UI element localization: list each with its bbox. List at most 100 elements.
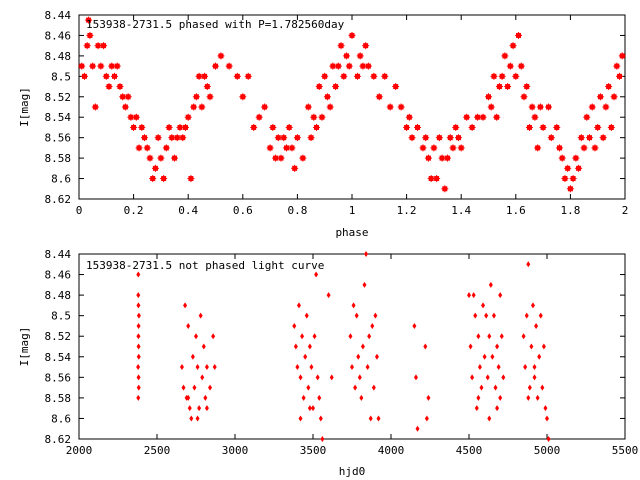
y-tick-label: 8.56 [45,132,72,145]
data-point [477,364,482,371]
data-point [320,436,325,442]
y-tick-label: 8.52 [45,91,72,104]
data-point [348,333,353,340]
data-point [309,364,314,371]
data-point [495,343,500,350]
data-point [296,302,301,309]
data-point [183,302,188,309]
data-point [490,353,495,360]
x-tick-label: 0.2 [124,204,144,217]
data-point [204,364,209,371]
data-point [318,415,323,422]
data-point [201,343,206,350]
data-point [501,374,506,381]
x-tick-label: 0.8 [287,204,307,217]
x-tick-label: 1.4 [451,204,471,217]
x-tick-label: 4000 [378,444,405,457]
data-point [212,364,217,371]
data-point [329,374,334,381]
data-point [524,312,529,319]
y-tick-label: 8.56 [45,371,72,384]
y-tick-label: 8.46 [45,29,72,42]
data-point [534,322,539,329]
x-tick-label: 1 [349,204,356,217]
x-tick-label: 0.6 [233,204,253,217]
data-point [198,312,203,319]
data-point [136,374,141,381]
data-point [356,353,361,360]
data-point [354,312,359,319]
x-tick-label: 2000 [66,444,93,457]
data-point [203,394,208,401]
data-point [546,436,551,442]
x-tick-label: 0 [76,204,83,217]
data-point [136,302,141,309]
data-point [315,374,320,381]
y-tick-label: 8.62 [45,193,72,206]
data-point [136,292,141,299]
data-point [136,312,141,319]
y-tick-label: 8.44 [45,248,72,261]
unphased-plot-frame [78,253,626,440]
data-point [317,394,322,401]
data-point [179,364,184,371]
data-point [186,394,191,401]
data-point [484,312,489,319]
data-point [200,374,205,381]
x-tick-label: 1.6 [506,204,526,217]
data-point [374,353,379,360]
data-point [532,374,537,381]
data-point [488,281,493,288]
y-tick-label: 8.44 [45,9,72,22]
data-point [195,364,200,371]
data-point [467,292,471,299]
data-point [136,353,141,360]
data-point [470,374,475,381]
data-point [413,374,418,381]
data-point [351,302,356,309]
phased-panel: 0 0.2 0.4 0.6 0.8 1 1.2 1.4 1.6 1.8 2 8.44 8.46 8.48 8… [18,9,628,239]
phased-chart-title: 153938-2731.5 phased with P=1.782560day [86,18,345,31]
phased-x-axis-label: phase [335,226,368,239]
y-tick-label: 8.62 [45,433,72,446]
data-point [370,322,375,329]
data-point [197,405,202,412]
data-point [298,415,303,422]
data-point [523,364,528,371]
data-point [192,384,197,391]
data-point [362,281,367,288]
data-point [365,364,370,371]
y-tick-label: 8.54 [45,351,72,364]
data-point [301,394,306,401]
data-point [181,384,186,391]
data-point [521,333,526,340]
data-point [293,343,298,350]
data-point [499,333,504,340]
data-point [491,312,496,319]
data-point [136,384,141,391]
data-point [190,353,195,360]
phased-data-points [78,16,626,193]
data-point [412,322,417,329]
data-point [136,322,141,329]
data-point [364,251,369,257]
y-tick-label: 8.5 [51,310,71,323]
data-point [487,415,492,422]
y-tick-label: 8.54 [45,111,72,124]
data-point [530,302,535,309]
data-point [468,343,473,350]
x-tick-label: 0.4 [178,204,198,217]
y-tick-label: 8.46 [45,269,72,282]
data-point [487,333,492,340]
data-point [485,374,490,381]
data-point [194,333,198,340]
data-point [498,394,503,401]
data-point [314,271,319,278]
data-point [311,405,315,412]
data-point [307,405,312,412]
data-point [371,384,376,391]
data-point [493,384,498,391]
data-point [540,384,545,391]
y-tick-label: 8.48 [45,289,72,302]
